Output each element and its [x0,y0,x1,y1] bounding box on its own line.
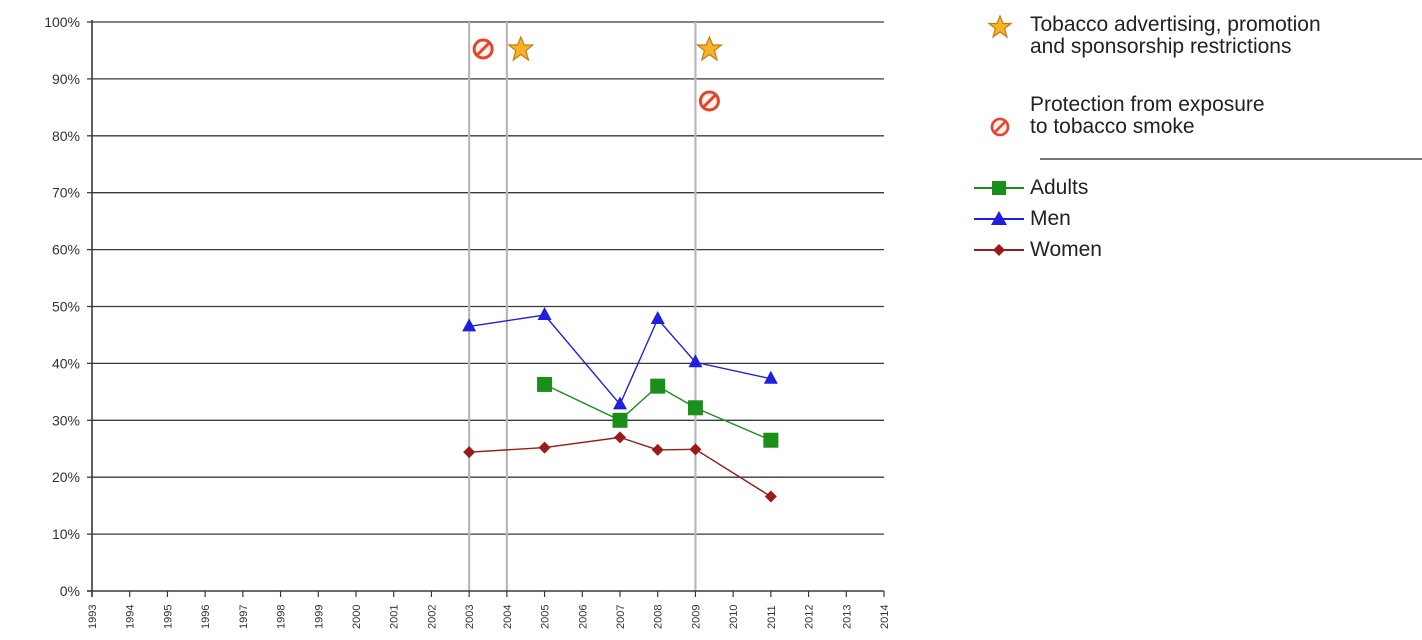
x-tick-label: 1998 [276,605,288,629]
men-point [462,318,477,332]
legend: Tobacco advertising, promotion and spons… [970,14,1422,265]
legend-series-women: Women [970,234,1422,265]
no-smoking-icon [472,38,494,60]
legend-series-adults: Adults [970,172,1422,203]
x-tick-label: 1997 [238,605,250,629]
no-smoking-slash [476,42,490,56]
y-tick-label: 80% [52,128,80,144]
y-tick-label: 90% [52,71,80,87]
x-tick-label: 2004 [502,605,514,629]
men-line [469,314,772,406]
x-tick-label: 2008 [653,605,665,629]
x-tick-label: 2003 [464,605,476,629]
legend-label-smoke: Protection from exposure to tobacco smok… [1030,93,1265,138]
y-tick-label: 100% [44,14,80,30]
y-tick-labels: 0% 10% 20% 30% 40% 50% 60% 70% 80% 90% 100% [44,14,80,599]
axes [87,20,885,597]
y-tick-label: 0% [60,583,80,599]
women-point [614,431,626,444]
men-swatch [974,210,1024,225]
men-point [650,311,665,325]
x-tick-label: 1996 [200,605,212,629]
x-tick-label: 1994 [125,605,137,629]
y-tick-label: 20% [52,469,80,485]
x-tick-label: 2011 [766,605,778,629]
no-smoking-slash [702,94,716,108]
women-point [689,443,702,456]
x-tick-labels: 1993 1994 1995 1996 1997 1998 1999 2000 2001 2002… [87,605,891,629]
y-tick-label: 60% [52,242,80,258]
legend-label-adults: Adults [1030,175,1089,199]
legend-label-ads: Tobacco advertising, promotion and spons… [1030,13,1321,58]
adults-swatch [974,180,1024,195]
women-point [764,490,777,503]
gridlines [92,21,884,535]
policy-year-lines [468,22,697,591]
x-tick-label: 2013 [841,605,853,629]
line-chart: 0%10%20%30%40%50%60%70%80%90%100% 1993 19… [44,14,891,629]
x-tick-label: 2010 [728,605,740,629]
x-tick-label: 1999 [313,605,325,629]
men-point [613,396,627,410]
x-tick-label: 1995 [162,605,174,629]
policy-markers [472,35,724,112]
x-tick-label: 2006 [577,605,589,629]
x-tick-label: 2002 [426,605,438,629]
x-tick-label: 2001 [389,605,401,629]
women-point [538,441,551,454]
y-tick-label: 70% [52,185,80,201]
x-tick-label: 2000 [351,605,363,629]
x-tick-label: 1993 [87,605,99,629]
adults-point [612,412,628,428]
men-point [537,307,552,321]
adults-point [763,432,779,448]
legend-divider [1040,158,1422,160]
women-point [651,443,664,456]
y-tick-label: 10% [52,526,80,542]
men-point [688,354,703,368]
legend-label-men: Men [1030,206,1071,230]
x-tick-label: 2009 [690,605,702,629]
adults-point [687,400,703,416]
legend-series-men: Men [970,203,1422,234]
women-swatch [974,243,1024,256]
no-smoking-icon [698,90,720,112]
star-icon [507,35,535,62]
series-lines [462,307,779,503]
men-point [763,370,778,384]
women-point [463,446,476,459]
star-icon [695,35,724,62]
y-tick-label: 30% [52,412,80,428]
x-tick-label: 2007 [615,605,627,629]
y-tick-label: 50% [52,299,80,315]
legend-policy-smoke: Protection from exposure to tobacco smok… [970,94,1422,146]
x-tick-label: 2012 [804,605,816,629]
legend-policy-ads: Tobacco advertising, promotion and spons… [970,14,1422,74]
star-icon [970,14,1030,40]
adults-point [537,376,553,392]
legend-label-women: Women [1030,237,1102,261]
adults-point [650,378,666,394]
y-tick-label: 40% [52,355,80,371]
x-tick-label: 2014 [879,605,891,629]
no-smoking-icon [970,94,1030,138]
x-tick-label: 2005 [540,605,552,629]
women-line [469,436,772,498]
